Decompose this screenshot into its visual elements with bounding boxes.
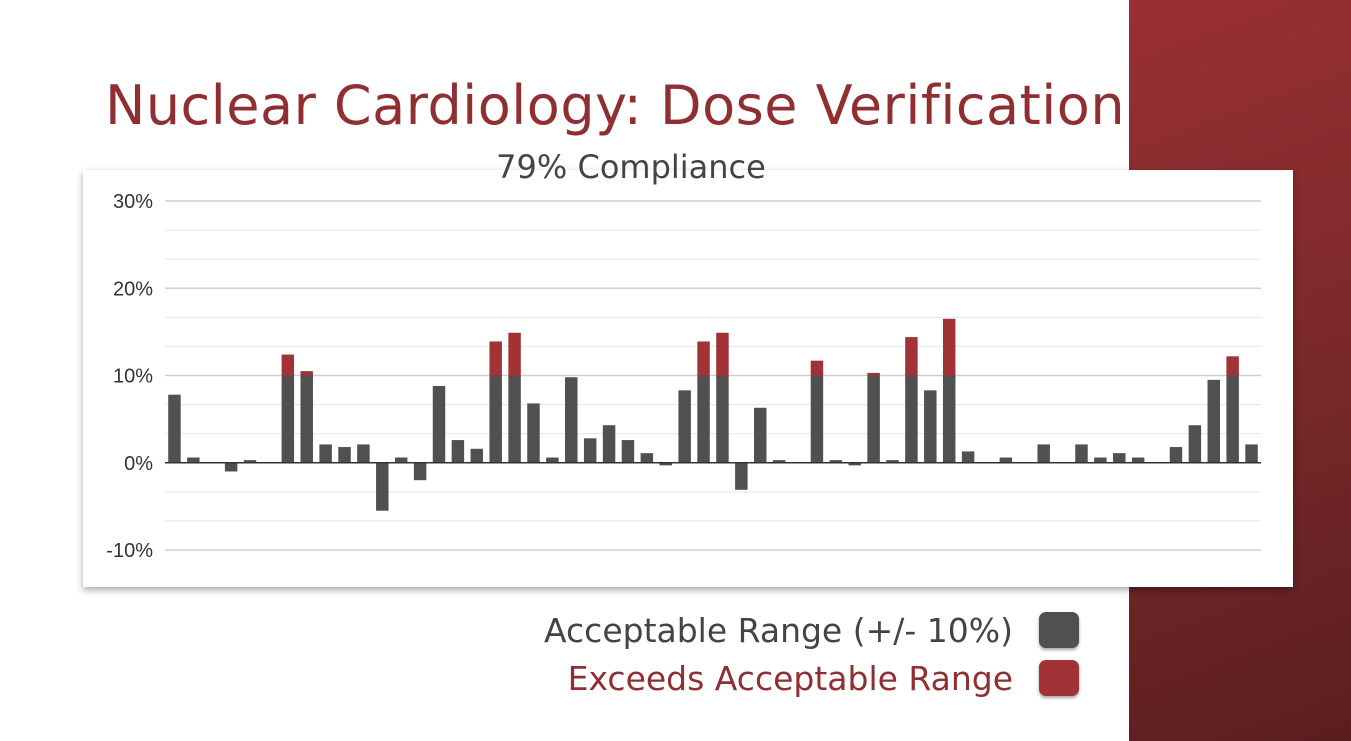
bar-acceptable [697, 375, 710, 463]
bar-acceptable [1226, 375, 1239, 463]
y-tick-label: -10% [106, 540, 153, 562]
bar-acceptable [1094, 457, 1107, 463]
y-tick-label: 20% [113, 278, 153, 300]
bar-acceptable [546, 457, 559, 463]
bar-exceeds [905, 337, 918, 376]
bar-exceeds [810, 360, 824, 376]
dose-deviation-chart: 30% 20% 10% 0% -10% [106, 191, 1261, 562]
bar-acceptable [829, 460, 843, 463]
bar-acceptable [640, 453, 654, 463]
bar-acceptable [1207, 379, 1220, 463]
bar-acceptable [659, 462, 672, 466]
bar-acceptable [942, 375, 956, 463]
bar-exceeds [489, 341, 502, 376]
bar-acceptable [319, 444, 332, 463]
legend-label-exceeds: Exceeds Acceptable Range [567, 658, 1013, 698]
bar-acceptable [224, 462, 238, 472]
bar-acceptable [1131, 457, 1145, 463]
bar-acceptable [602, 425, 616, 463]
bar-acceptable [1113, 453, 1126, 463]
bar-acceptable [527, 403, 540, 463]
bar-exceeds [697, 341, 710, 376]
bar-exceeds [716, 332, 729, 376]
legend-swatch-exceeds [1039, 660, 1079, 696]
bar-exceeds [867, 372, 880, 376]
bar-acceptable [451, 440, 465, 463]
bar-acceptable [716, 375, 729, 463]
legend-label-acceptable: Acceptable Range (+/- 10%) [544, 610, 1013, 650]
bar-acceptable [1169, 447, 1183, 463]
legend-swatch-acceptable [1039, 612, 1079, 648]
bar-acceptable [394, 457, 408, 463]
bar-acceptable [565, 377, 578, 463]
legend-item-exceeds: Exceeds Acceptable Range [544, 654, 1079, 702]
bar-acceptable [376, 462, 389, 511]
bar-acceptable [1075, 444, 1088, 463]
bar-acceptable [187, 457, 200, 463]
bar-exceeds [1226, 356, 1239, 376]
bar-acceptable [432, 385, 446, 463]
bar-acceptable [924, 390, 937, 463]
bar-acceptable [338, 447, 351, 463]
bar-acceptable [1188, 425, 1202, 463]
bar-acceptable [1037, 444, 1050, 463]
y-tick-label: 10% [113, 366, 153, 388]
bar-acceptable [735, 462, 748, 490]
bar-exceeds [300, 371, 313, 376]
bar-acceptable [508, 375, 521, 463]
bar-exceeds [508, 332, 521, 376]
bar-acceptable [357, 444, 370, 463]
chart-card: 30% 20% 10% 0% -10% [83, 170, 1293, 587]
bar-acceptable [413, 462, 427, 481]
bar-exceeds [281, 354, 295, 376]
y-tick-label: 0% [124, 453, 153, 475]
y-tick-label: 30% [113, 191, 153, 213]
bar-acceptable [583, 438, 597, 463]
bar-acceptable [999, 457, 1013, 463]
bar-acceptable [168, 394, 181, 463]
bar-acceptable [489, 375, 502, 463]
bar-acceptable [772, 460, 786, 463]
bar-acceptable [1245, 444, 1258, 463]
bar-acceptable [961, 451, 975, 463]
bar-acceptable [810, 375, 824, 463]
bar-acceptable [243, 460, 257, 463]
bar-acceptable [754, 407, 767, 463]
bar-acceptable [848, 462, 861, 466]
legend-item-acceptable: Acceptable Range (+/- 10%) [544, 606, 1079, 654]
compliance-subtitle: 79% Compliance [496, 148, 766, 186]
bar-acceptable [470, 448, 484, 463]
page-title: Nuclear Cardiology: Dose Verification [104, 74, 1126, 137]
bar-acceptable [867, 375, 880, 463]
bar-acceptable [886, 460, 899, 463]
bar-acceptable [678, 390, 691, 463]
bar-acceptable [281, 375, 295, 463]
bar-acceptable [905, 375, 918, 463]
bar-exceeds [942, 318, 956, 376]
bar-acceptable [300, 375, 313, 463]
legend: Acceptable Range (+/- 10%) Exceeds Accep… [544, 606, 1079, 702]
bar-acceptable [621, 440, 635, 463]
